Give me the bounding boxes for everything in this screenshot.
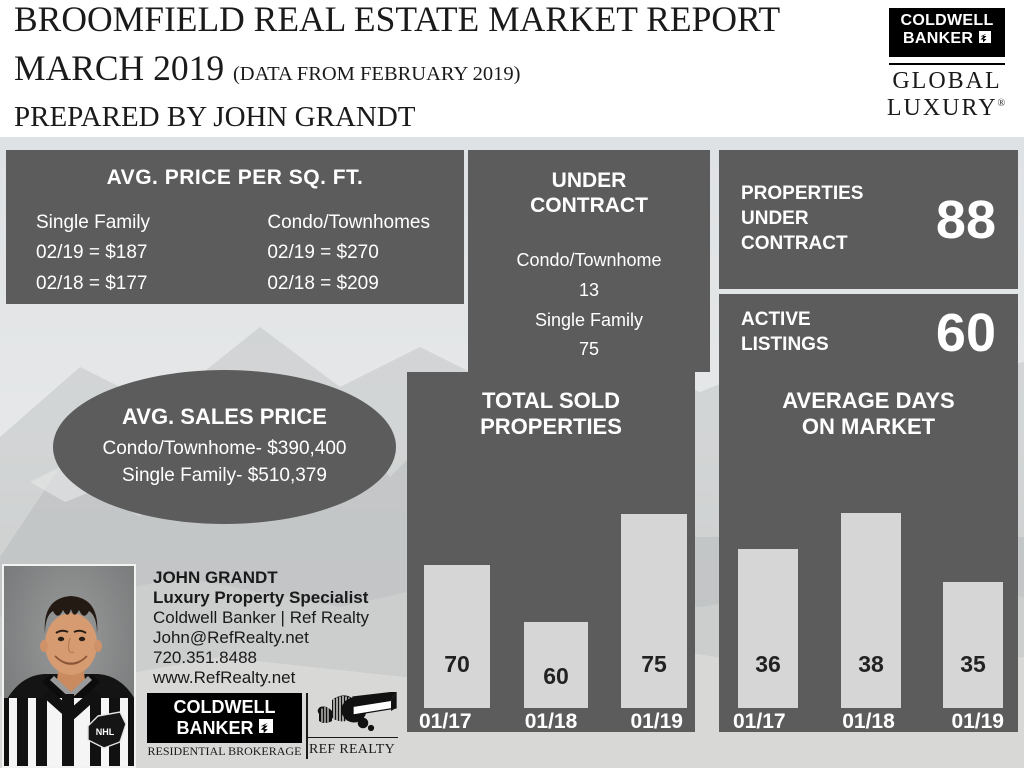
svg-text:38: 38 xyxy=(858,651,884,677)
svg-text:NHL: NHL xyxy=(96,727,115,737)
svg-text:60: 60 xyxy=(543,663,569,689)
svg-text:75: 75 xyxy=(641,651,667,677)
svg-text:35: 35 xyxy=(960,651,986,677)
svg-text:36: 36 xyxy=(755,651,781,677)
svg-text:70: 70 xyxy=(444,651,470,677)
